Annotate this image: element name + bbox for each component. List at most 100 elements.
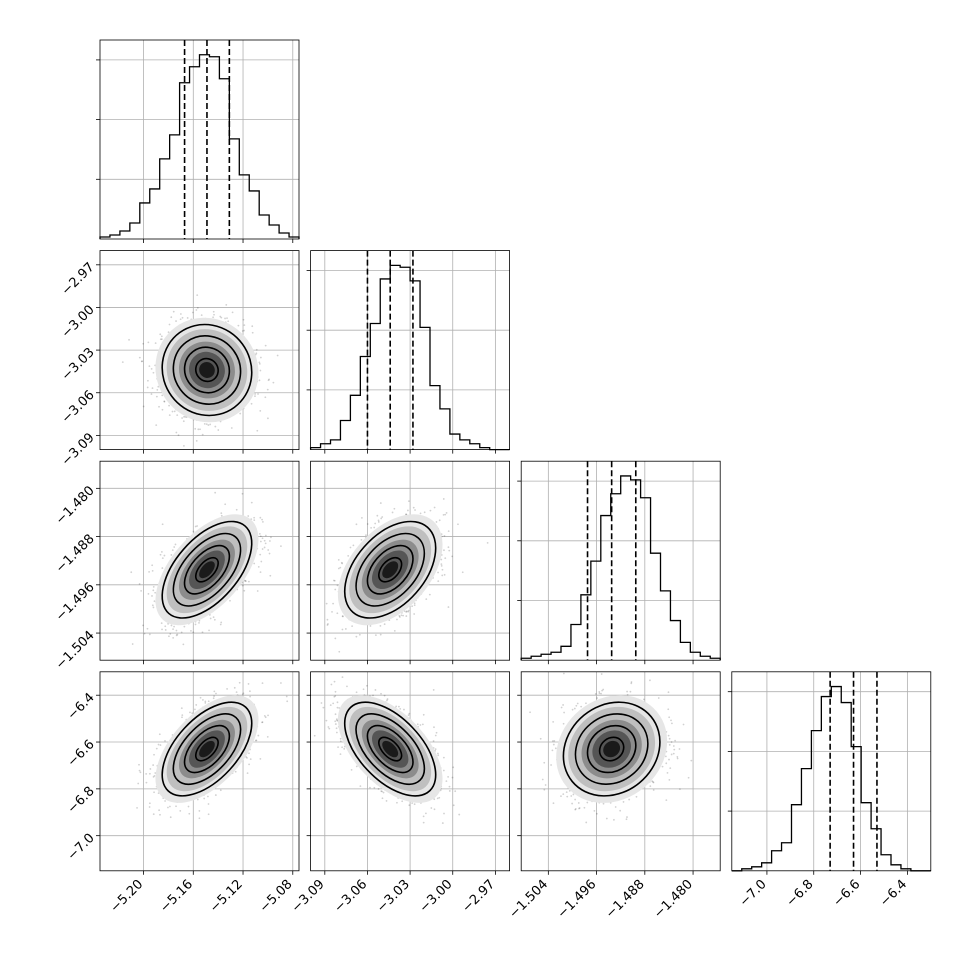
sample-point bbox=[259, 356, 262, 359]
sample-point bbox=[253, 519, 256, 522]
sample-point bbox=[244, 580, 247, 583]
sample-point bbox=[407, 610, 410, 613]
sample-point bbox=[419, 512, 422, 515]
sample-point bbox=[207, 424, 210, 426]
sample-point bbox=[405, 615, 408, 617]
sample-point bbox=[331, 611, 333, 613]
panel-frame bbox=[99, 460, 300, 661]
sample-point bbox=[269, 540, 271, 542]
sample-point bbox=[259, 535, 262, 538]
sample-point bbox=[261, 518, 263, 521]
contour-line bbox=[161, 323, 253, 417]
sample-point bbox=[198, 621, 200, 624]
sample-point bbox=[172, 636, 175, 639]
sample-point bbox=[213, 313, 215, 316]
sample-point bbox=[438, 519, 441, 522]
sample-point bbox=[405, 513, 407, 516]
sample-point bbox=[214, 425, 217, 428]
sample-point bbox=[413, 604, 416, 607]
hist-panel-0 bbox=[96, 39, 300, 243]
sample-point bbox=[445, 512, 448, 514]
sample-point bbox=[194, 623, 197, 626]
sample-point bbox=[268, 552, 271, 555]
sample-point bbox=[179, 318, 182, 321]
sample-point bbox=[148, 802, 151, 805]
sample-point bbox=[217, 429, 220, 431]
sample-point bbox=[152, 606, 155, 609]
sample-point bbox=[391, 511, 394, 514]
sample-point bbox=[148, 633, 151, 636]
sample-point bbox=[341, 615, 344, 618]
sample-point bbox=[152, 585, 155, 588]
sample-point bbox=[336, 612, 339, 615]
sample-point bbox=[182, 643, 185, 646]
sample-point bbox=[180, 631, 183, 634]
sample-point bbox=[141, 360, 144, 363]
sample-point bbox=[188, 812, 191, 815]
sample-point bbox=[443, 573, 446, 576]
sample-point bbox=[195, 439, 198, 442]
sample-point bbox=[267, 417, 269, 420]
sample-point bbox=[267, 549, 270, 551]
sample-point bbox=[414, 509, 416, 511]
sample-point bbox=[377, 519, 380, 522]
sample-point bbox=[261, 537, 264, 540]
sample-point bbox=[457, 523, 459, 526]
sample-point bbox=[235, 691, 238, 693]
sample-point bbox=[142, 624, 144, 627]
sample-point bbox=[213, 690, 216, 693]
sample-point bbox=[241, 693, 244, 696]
sample-point bbox=[443, 534, 446, 537]
sample-point bbox=[267, 714, 269, 717]
sample-point bbox=[365, 534, 367, 537]
sample-point bbox=[179, 313, 182, 315]
sample-point bbox=[230, 427, 233, 429]
contour-line bbox=[172, 532, 242, 607]
sample-point bbox=[264, 344, 267, 347]
sample-point bbox=[261, 682, 264, 685]
sample-point bbox=[157, 385, 160, 388]
sample-point bbox=[243, 329, 245, 332]
y-tick-label: −1.496 bbox=[53, 580, 98, 625]
y-tick-label: −1.504 bbox=[53, 628, 98, 673]
sample-point bbox=[164, 800, 166, 802]
sample-point bbox=[332, 579, 335, 582]
sample-point bbox=[167, 331, 170, 334]
sample-point bbox=[325, 602, 328, 605]
sample-point bbox=[258, 533, 261, 535]
hist-panel-2 bbox=[517, 460, 721, 665]
sample-point bbox=[192, 530, 195, 533]
sample-point bbox=[150, 393, 153, 395]
sample-point bbox=[182, 420, 185, 423]
density-fill bbox=[199, 362, 215, 378]
sample-point bbox=[261, 548, 264, 550]
sample-point bbox=[258, 379, 261, 382]
sample-point bbox=[183, 625, 186, 628]
sample-point bbox=[159, 744, 162, 746]
sample-point bbox=[203, 423, 206, 425]
sample-point bbox=[259, 409, 262, 412]
sample-point bbox=[183, 415, 185, 418]
sample-point bbox=[255, 352, 258, 355]
sample-point bbox=[151, 595, 153, 597]
sample-point bbox=[229, 599, 231, 602]
sample-point bbox=[197, 428, 200, 431]
sample-point bbox=[235, 508, 238, 511]
sample-point bbox=[150, 367, 153, 370]
sample-point bbox=[159, 553, 162, 556]
sample-point bbox=[400, 614, 403, 617]
sample-point bbox=[253, 516, 256, 519]
density-panel-1-0: −3.09−3.06−3.03−3.00−2.97 bbox=[59, 250, 300, 469]
sample-point bbox=[437, 571, 439, 574]
sample-point bbox=[264, 534, 267, 537]
sample-point bbox=[381, 516, 384, 518]
sample-point bbox=[196, 294, 199, 297]
sample-point bbox=[160, 622, 163, 625]
sample-point bbox=[169, 633, 172, 635]
sample-point bbox=[412, 506, 415, 509]
sample-point bbox=[247, 683, 250, 685]
sample-point bbox=[451, 555, 454, 558]
sample-point bbox=[442, 513, 445, 516]
sample-point bbox=[220, 316, 223, 319]
sample-point bbox=[172, 310, 175, 313]
